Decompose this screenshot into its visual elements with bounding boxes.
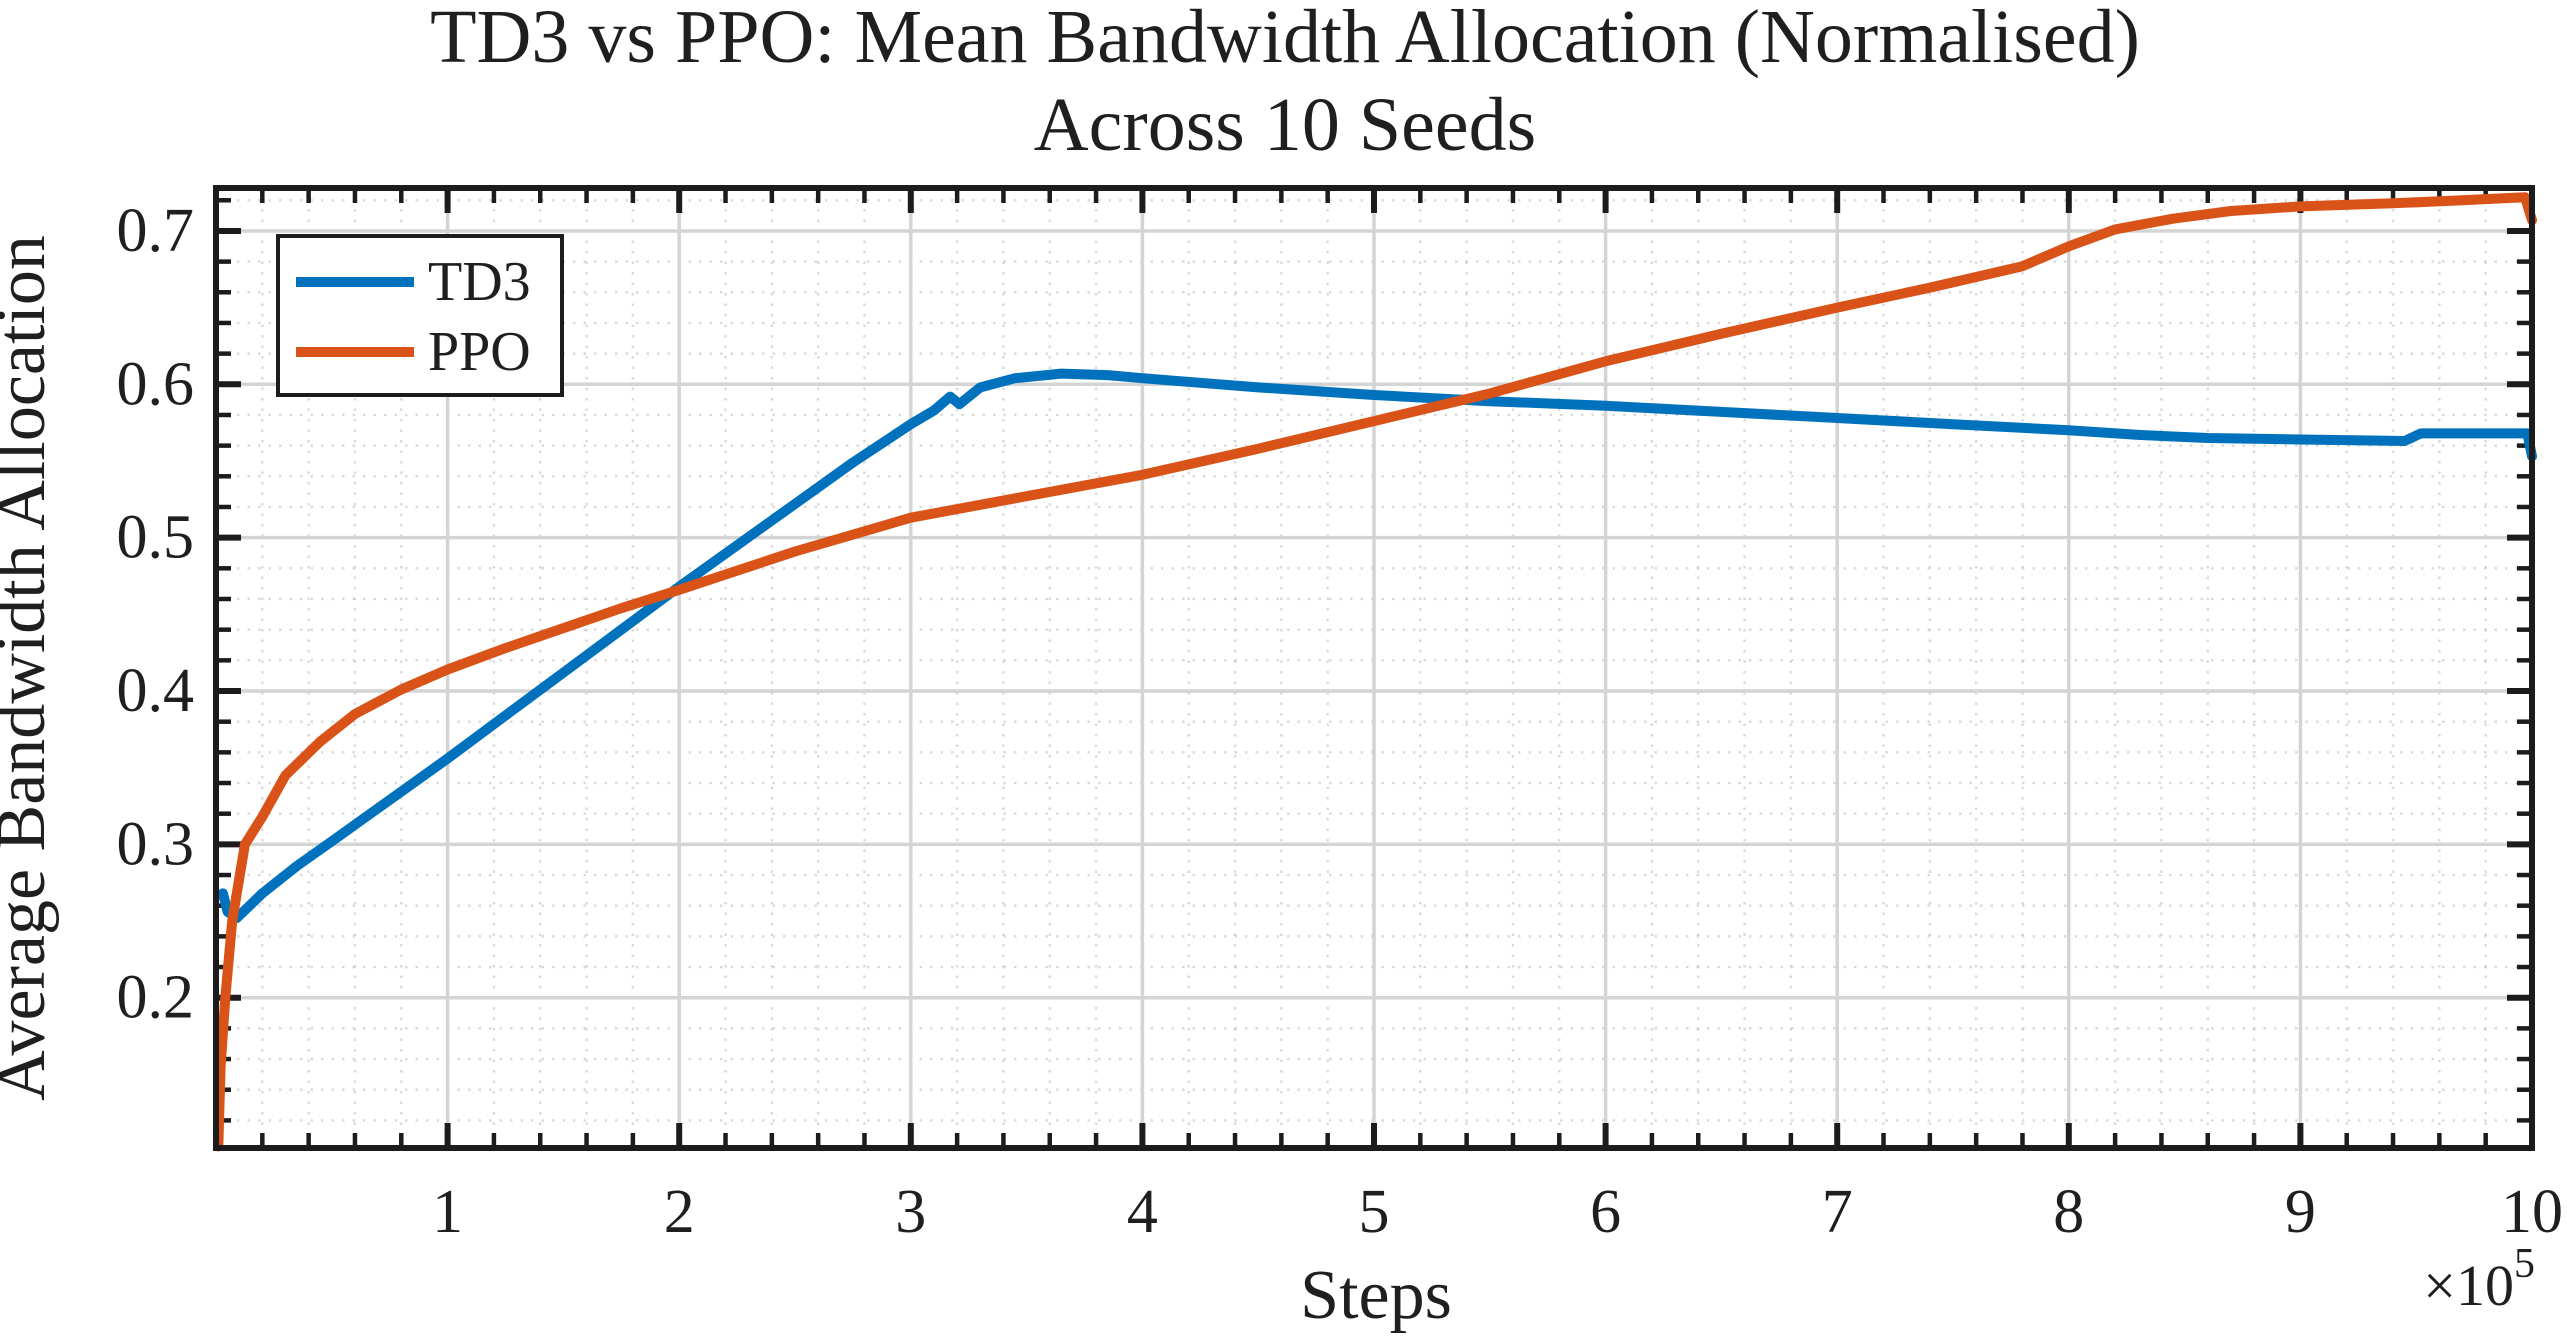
y-tick-label: 0.3 bbox=[117, 810, 195, 878]
legend-label-td3: TD3 bbox=[428, 251, 531, 313]
series-lines bbox=[213, 192, 2537, 1152]
legend-label-ppo: PPO bbox=[428, 321, 531, 383]
chart-title-line2: Across 10 Seeds bbox=[1034, 83, 1536, 167]
y-tick-label: 0.6 bbox=[117, 350, 195, 418]
x-tick-label: 9 bbox=[2285, 1178, 2316, 1246]
minor-grid bbox=[216, 188, 2532, 1148]
x-tick-label: 10 bbox=[2501, 1178, 2563, 1246]
series-line-ppo bbox=[213, 192, 2537, 1152]
x-tick-label: 8 bbox=[2053, 1178, 2084, 1246]
y-tick-label: 0.2 bbox=[117, 964, 195, 1032]
legend: TD3 PPO bbox=[276, 234, 564, 397]
y-axis-label: Average Bandwidth Allocation bbox=[0, 235, 60, 1101]
series-line-td3 bbox=[217, 368, 2537, 923]
x-axis-offset: ×105 bbox=[2423, 1241, 2535, 1318]
tick-labels: 1 2 3 4 5 6 7 8 9 10 0.2 0.3 0.4 0.5 0.6 0.7 bbox=[117, 197, 2564, 1246]
major-grid bbox=[216, 188, 2534, 1148]
y-tick-label: 0.4 bbox=[117, 657, 195, 725]
y-tick-label: 0.7 bbox=[117, 197, 195, 265]
legend-box bbox=[276, 234, 564, 397]
plot-border bbox=[213, 185, 2535, 1151]
x-tick-label: 3 bbox=[895, 1178, 926, 1246]
x-tick-label: 7 bbox=[1822, 1178, 1853, 1246]
y-tick-label: 0.5 bbox=[117, 504, 195, 572]
x-tick-label: 2 bbox=[664, 1178, 695, 1246]
chart-title-line1: TD3 vs PPO: Mean Bandwidth Allocation (N… bbox=[430, 0, 2140, 79]
x-axis-label: Steps bbox=[1300, 1257, 1452, 1334]
x-tick-label: 5 bbox=[1359, 1178, 1390, 1246]
x-tick-label: 6 bbox=[1590, 1178, 1621, 1246]
x-tick-label: 1 bbox=[432, 1178, 463, 1246]
x-tick-label: 4 bbox=[1127, 1178, 1158, 1246]
